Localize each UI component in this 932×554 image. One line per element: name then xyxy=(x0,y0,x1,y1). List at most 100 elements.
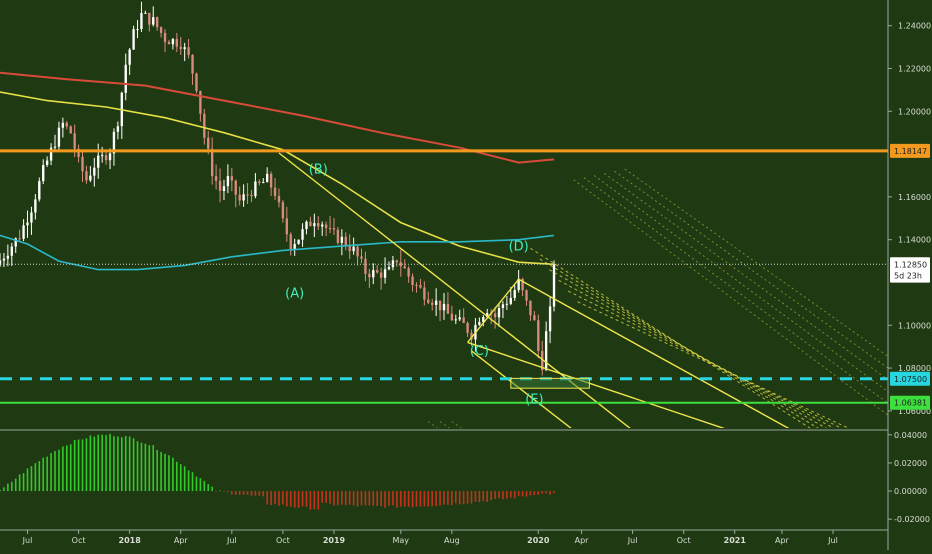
candle-body xyxy=(486,313,489,318)
candle-body xyxy=(49,147,53,161)
candle-body xyxy=(517,278,520,291)
candle xyxy=(552,260,556,312)
ma-long-line xyxy=(0,71,555,164)
candle-body xyxy=(26,222,29,226)
candle xyxy=(293,238,296,256)
candle xyxy=(336,226,340,245)
candle xyxy=(179,37,182,55)
time-tick-label: Jul xyxy=(22,536,33,545)
candle-body xyxy=(250,194,253,197)
candle xyxy=(525,289,528,306)
price-tag-bg xyxy=(890,268,930,283)
candle xyxy=(266,167,269,183)
price-tag-countdown: 5d 23h xyxy=(890,268,930,283)
candle-body xyxy=(163,32,167,42)
candle-body xyxy=(175,39,178,47)
time-tick-label: Jul xyxy=(627,536,638,545)
candle xyxy=(246,183,249,205)
candle-body xyxy=(454,319,457,321)
candle xyxy=(18,229,21,241)
candle-body xyxy=(45,160,49,165)
candle xyxy=(340,229,344,256)
candle-body xyxy=(379,272,383,278)
candle xyxy=(132,25,135,50)
candle-body xyxy=(207,137,210,149)
candle-body xyxy=(513,290,516,298)
fan-dashed-line xyxy=(549,269,827,428)
candle-body xyxy=(148,12,151,25)
candle-body xyxy=(533,315,536,321)
candle xyxy=(210,137,214,185)
candle xyxy=(128,48,131,75)
candle-body xyxy=(128,49,131,65)
candle-body xyxy=(42,164,45,182)
candle-body xyxy=(230,176,234,181)
wave-c-d-line xyxy=(467,278,520,343)
candle xyxy=(258,179,261,186)
candle-body xyxy=(242,194,245,201)
candle xyxy=(0,253,2,267)
candle xyxy=(163,29,167,53)
candle-body xyxy=(159,27,163,33)
candle-body xyxy=(93,167,96,176)
candle xyxy=(537,314,540,359)
candle xyxy=(61,117,65,138)
wave-d-channel-line xyxy=(518,278,790,428)
candle xyxy=(148,12,151,32)
candle-body xyxy=(462,317,465,323)
candle-body xyxy=(313,223,316,227)
candle-body xyxy=(466,322,469,333)
candle-body xyxy=(57,127,61,147)
candle-body xyxy=(191,54,194,74)
candle-body xyxy=(344,236,347,247)
candle xyxy=(289,232,292,256)
candle xyxy=(187,39,190,59)
candle-body xyxy=(22,225,25,239)
candle xyxy=(77,144,80,163)
candle-body xyxy=(419,285,422,288)
candle-body xyxy=(309,221,312,227)
candle-body xyxy=(262,182,265,184)
time-tick-label: May xyxy=(393,536,410,545)
candle-body xyxy=(431,302,434,305)
candle-body xyxy=(112,131,116,154)
candle xyxy=(352,237,355,255)
candle xyxy=(501,301,505,319)
candle-body xyxy=(61,122,65,128)
candle-body xyxy=(285,218,289,235)
candle xyxy=(183,42,186,62)
candle xyxy=(42,159,45,185)
candle-body xyxy=(509,297,512,304)
price-tag-bg xyxy=(890,143,930,158)
candle-body xyxy=(552,264,556,307)
fan-dotted-line xyxy=(573,179,888,416)
candle xyxy=(446,292,450,314)
candle xyxy=(140,1,143,32)
candle xyxy=(89,166,92,183)
candle xyxy=(104,151,108,165)
price-tick-label: 1.06000 xyxy=(898,407,931,416)
candle-body xyxy=(434,300,438,305)
candle xyxy=(395,259,399,267)
candle-body xyxy=(497,308,501,318)
candle-body xyxy=(332,228,336,230)
candle-body xyxy=(195,73,198,91)
price-tag-bg xyxy=(890,371,930,386)
candle xyxy=(250,190,253,203)
candle-body xyxy=(30,212,33,223)
candle-body xyxy=(328,228,332,230)
candle-body xyxy=(548,306,552,332)
candle-body xyxy=(179,46,182,50)
candle-body xyxy=(144,12,147,14)
price-tick-label: 1.10000 xyxy=(898,321,931,330)
candle xyxy=(6,244,10,267)
candle-body xyxy=(529,300,532,316)
candle xyxy=(222,179,226,201)
candle xyxy=(391,255,395,271)
candle xyxy=(387,261,391,271)
candle xyxy=(85,165,88,184)
candle-body xyxy=(368,273,371,278)
candle-body xyxy=(407,268,410,277)
